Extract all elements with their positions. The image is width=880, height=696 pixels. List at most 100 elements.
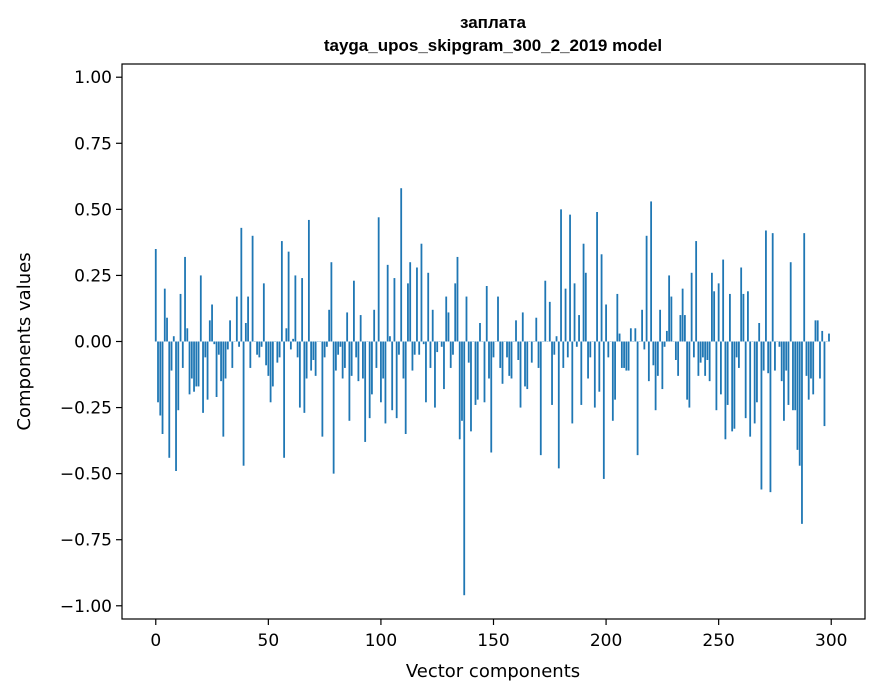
y-tick-label: 0.00	[74, 333, 112, 353]
bar	[283, 341, 286, 458]
bar	[199, 275, 202, 342]
bar	[188, 341, 191, 395]
bar	[467, 341, 470, 363]
bar	[409, 262, 412, 342]
bar	[659, 309, 662, 342]
bar	[634, 328, 637, 342]
bar	[695, 241, 698, 342]
bar	[553, 341, 556, 355]
bar	[769, 341, 772, 493]
bar-series	[154, 188, 830, 596]
bar	[359, 315, 362, 342]
bar	[398, 341, 400, 355]
bar	[677, 341, 680, 376]
bar	[371, 341, 373, 395]
bar	[681, 288, 684, 342]
bar	[578, 315, 580, 342]
bar	[384, 341, 387, 424]
y-tick-label: −1.00	[60, 597, 112, 617]
bar	[154, 249, 157, 342]
bar	[197, 341, 200, 387]
bar	[449, 341, 452, 368]
bar	[436, 341, 439, 353]
bar	[758, 323, 761, 342]
bar	[206, 341, 209, 400]
bar	[605, 304, 607, 342]
bar	[762, 341, 765, 371]
bar	[713, 291, 716, 342]
y-tick-label: 0.50	[74, 200, 112, 220]
bar	[618, 333, 621, 342]
bar	[204, 341, 207, 358]
bar	[629, 328, 632, 342]
bar	[280, 241, 283, 342]
y-tick-label: −0.50	[60, 465, 112, 485]
bar	[607, 341, 610, 358]
bar	[555, 336, 558, 342]
bar	[654, 341, 657, 411]
bar	[573, 283, 576, 342]
bar	[490, 341, 493, 453]
bar	[517, 341, 520, 360]
y-tick-label: 0.75	[74, 134, 112, 154]
bar	[175, 341, 177, 471]
bar	[488, 341, 490, 379]
bar	[616, 293, 619, 342]
bar	[625, 341, 628, 371]
bar	[807, 341, 810, 400]
bar	[296, 341, 299, 358]
bar	[422, 341, 425, 345]
bar	[485, 286, 488, 342]
bar	[780, 341, 783, 382]
bar	[350, 341, 353, 376]
bar	[217, 341, 220, 355]
bar	[753, 341, 756, 424]
bar	[161, 341, 164, 434]
bar	[740, 267, 743, 342]
bar	[760, 341, 763, 490]
bar	[157, 341, 159, 403]
bar	[587, 341, 589, 379]
bar	[526, 341, 529, 390]
bar	[420, 243, 423, 342]
bar	[636, 341, 639, 456]
bar	[774, 341, 776, 371]
bar	[787, 341, 790, 405]
bar	[724, 341, 727, 440]
bar	[235, 296, 238, 342]
bar	[407, 283, 409, 342]
bar	[483, 341, 486, 403]
bar	[278, 341, 281, 358]
plot-frame	[121, 63, 866, 620]
bar	[510, 341, 513, 379]
bar	[285, 328, 288, 342]
bar	[566, 341, 569, 358]
bar	[697, 341, 700, 376]
bar	[440, 341, 443, 347]
bar	[265, 341, 267, 366]
bar	[159, 341, 162, 416]
bar	[589, 341, 592, 358]
bar	[645, 235, 648, 342]
bar	[692, 341, 695, 358]
x-tick-label: 50	[258, 631, 280, 651]
bar	[544, 280, 547, 342]
bar	[535, 317, 538, 342]
bar	[287, 251, 290, 342]
bar	[501, 341, 504, 384]
bar	[443, 341, 445, 390]
bar	[454, 283, 457, 342]
bar	[611, 341, 614, 421]
bar	[537, 341, 540, 368]
bar	[699, 341, 702, 363]
bar	[688, 341, 691, 408]
bar	[344, 341, 346, 368]
bar	[665, 330, 668, 342]
bar	[548, 301, 551, 342]
bar	[711, 272, 713, 342]
bar	[411, 341, 414, 371]
bar	[353, 280, 355, 342]
bar	[598, 341, 601, 392]
bar	[418, 341, 421, 355]
